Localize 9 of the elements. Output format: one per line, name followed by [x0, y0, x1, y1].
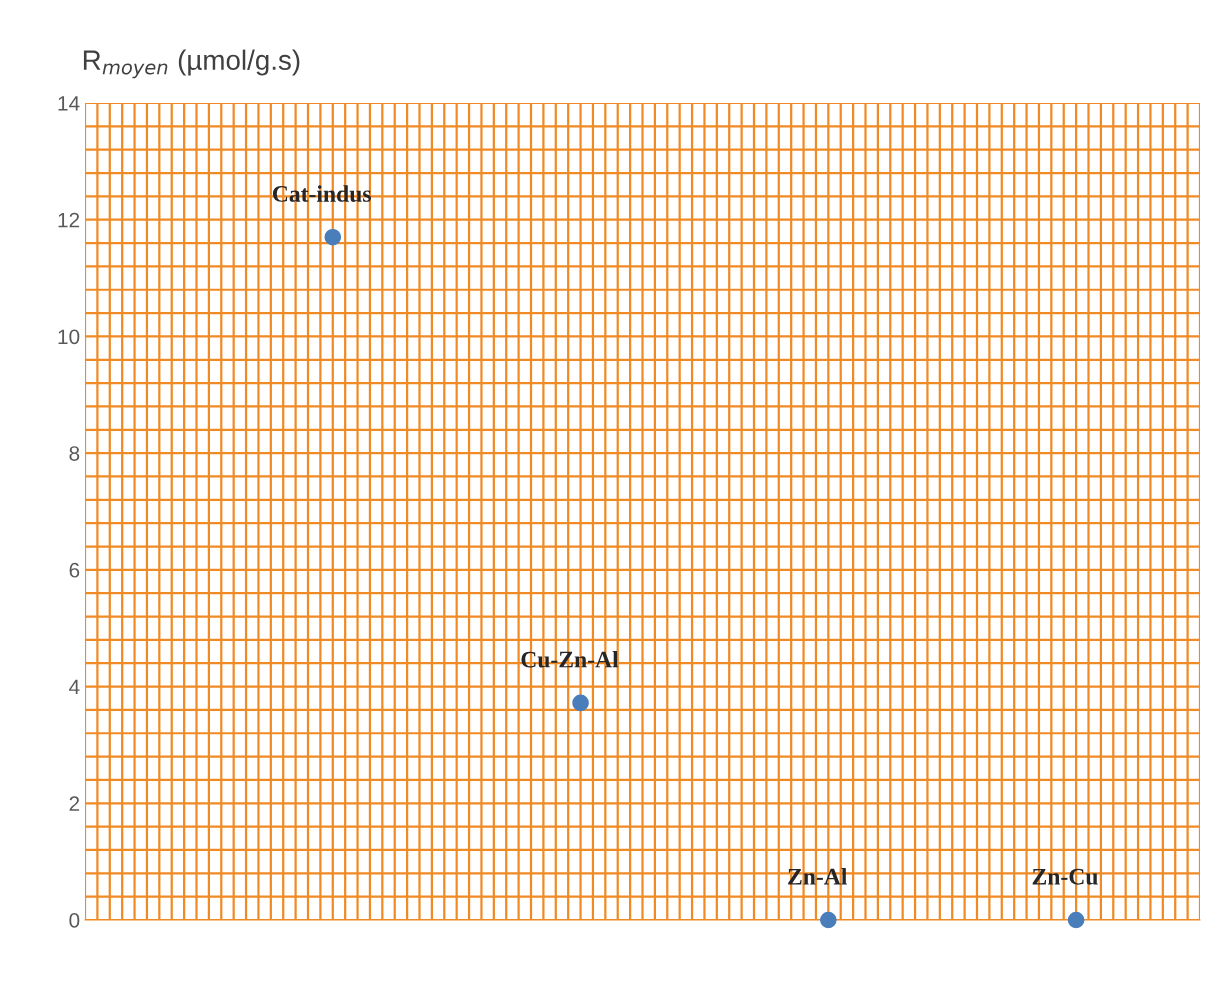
y-tick-label: 14	[58, 96, 80, 111]
y-axis-title: R$_{moyen}$ (µmol/g.s)	[83, 49, 300, 79]
y-tick-label: 8	[69, 446, 80, 461]
y-tick-label: 10	[58, 329, 80, 345]
y-tick-label: 0	[69, 913, 80, 928]
y-tick-label: 2	[69, 796, 80, 811]
y-tick-label: 4	[69, 679, 80, 695]
y-tick-label: 12	[58, 212, 80, 228]
y-tick-label: 6	[69, 562, 80, 578]
